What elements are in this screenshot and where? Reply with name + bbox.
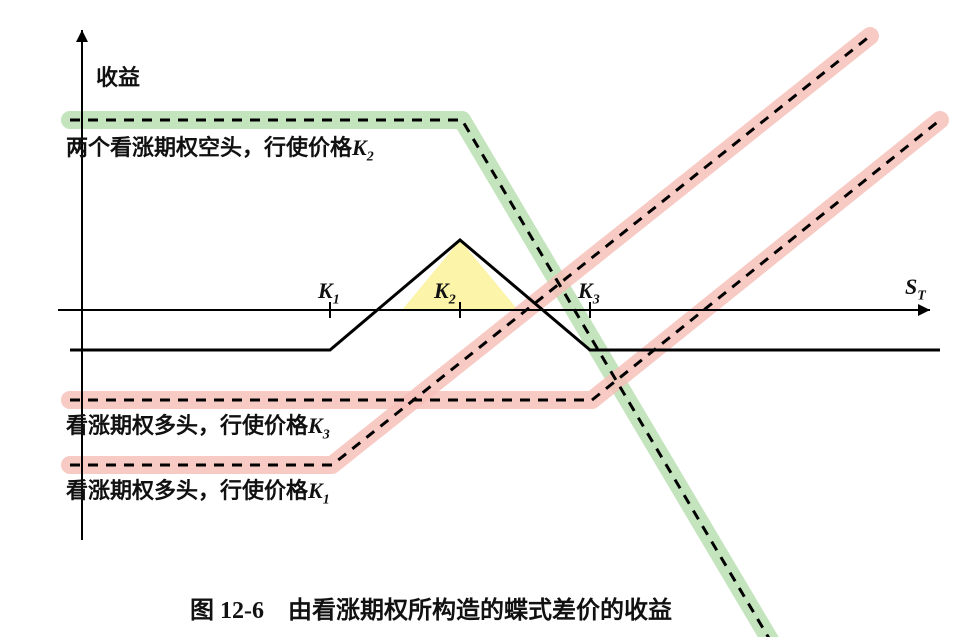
annotation-long-call-k1-text: 看涨期权多头，行使价格 xyxy=(66,478,308,503)
tick-label-k2: K2 xyxy=(434,278,456,308)
chart-svg xyxy=(0,0,966,637)
annotation-long-call-k1: 看涨期权多头，行使价格K1 xyxy=(66,473,330,508)
annotation-long-call-k3: 看涨期权多头，行使价格K3 xyxy=(66,408,330,443)
tick-label-k3: K3 xyxy=(578,278,600,308)
figure-caption: 图 12-6 由看涨期权所构造的蝶式差价的收益 xyxy=(190,590,672,625)
annotation-short-call-text: 两个看涨期权空头，行使价格 xyxy=(66,135,352,160)
annotation-short-call-k: K2 xyxy=(352,135,374,160)
y-axis-arrow xyxy=(76,30,88,42)
x-axis-arrow xyxy=(918,304,930,316)
annotation-long-call-k1-k: K1 xyxy=(308,478,330,503)
annotation-short-call: 两个看涨期权空头，行使价格K2 xyxy=(66,130,374,165)
annotation-long-call-k3-k: K3 xyxy=(308,413,330,438)
y-axis-label: 收益 xyxy=(96,60,140,92)
chart-container: 收益 两个看涨期权空头，行使价格K2 看涨期权多头，行使价格K3 看涨期权多头，… xyxy=(0,0,966,637)
annotation-long-call-k3-text: 看涨期权多头，行使价格 xyxy=(66,413,308,438)
x-axis-label: ST xyxy=(905,274,926,304)
tick-label-k1: K1 xyxy=(318,278,340,308)
